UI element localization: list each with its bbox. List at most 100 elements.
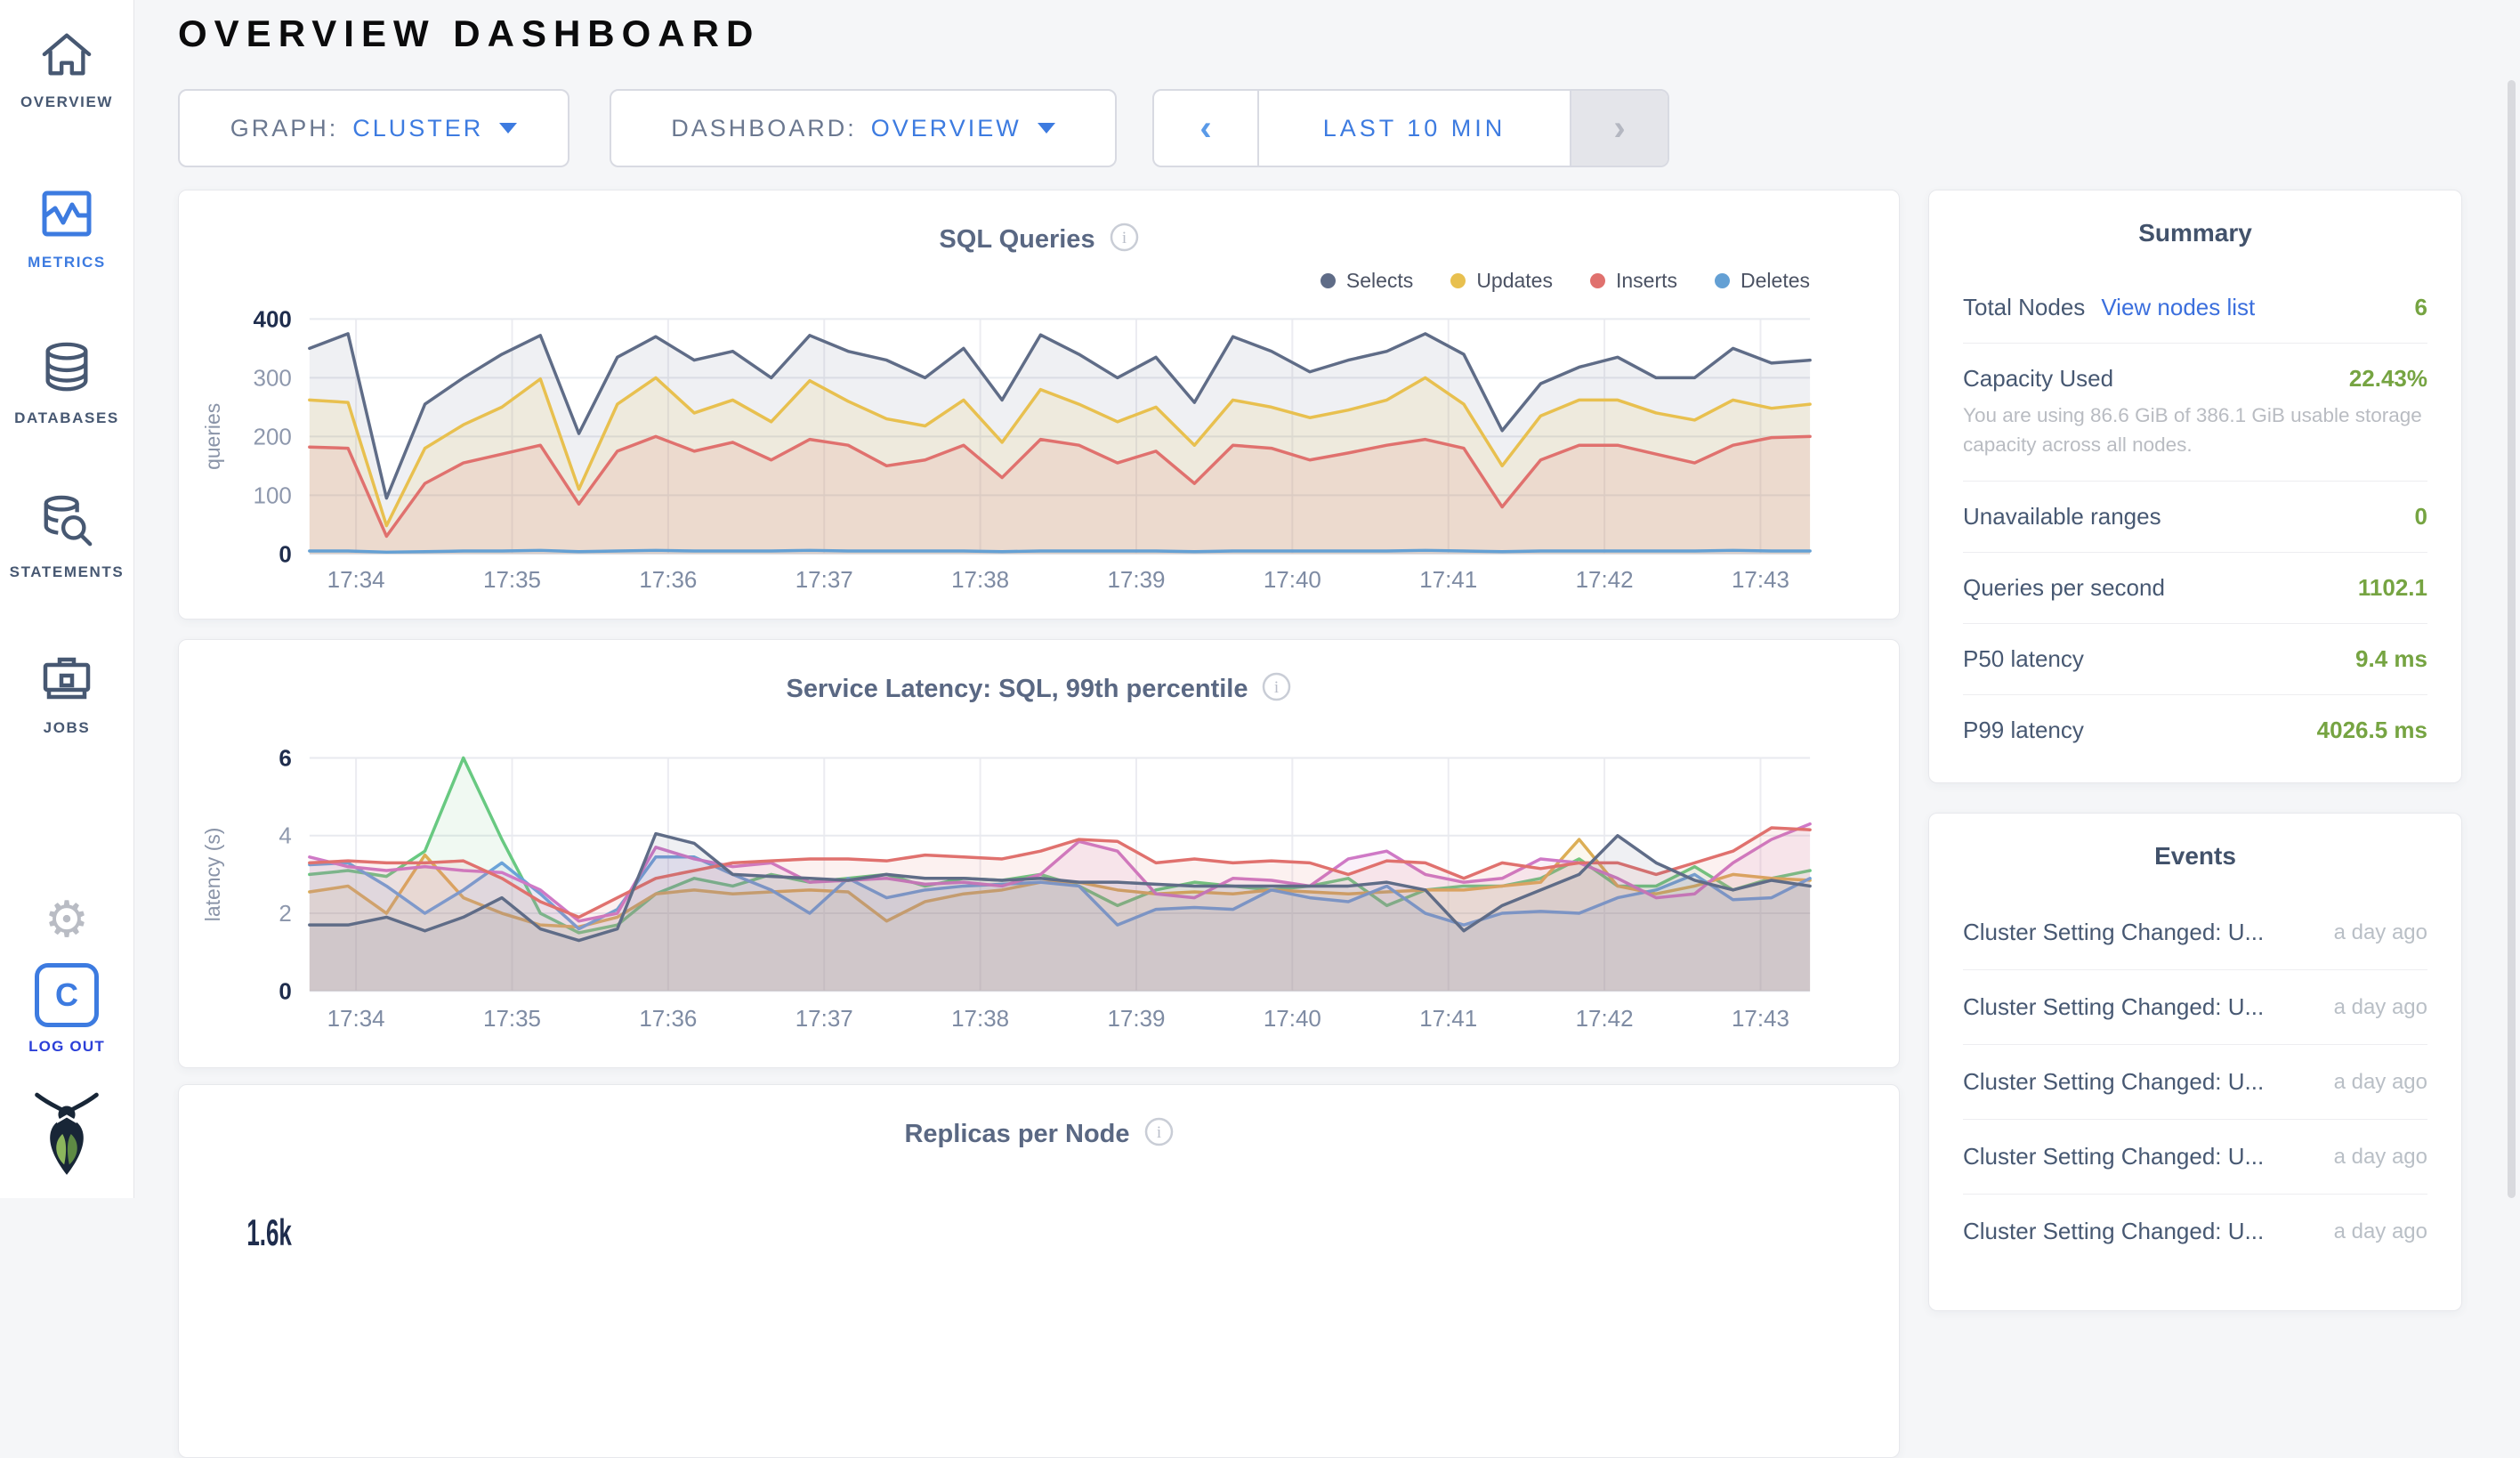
selects-dot-icon [1320,273,1336,288]
event-row: Cluster Setting Changed: U... a day ago [1963,895,2427,970]
svg-text:17:39: 17:39 [1107,1007,1165,1032]
info-icon[interactable]: i [1110,223,1139,256]
summary-title: Summary [2138,219,2252,247]
metrics-icon [38,187,95,245]
database-icon [38,341,95,401]
svg-text:4: 4 [279,824,291,849]
svg-text:0: 0 [279,542,291,567]
sidebar: OVERVIEW METRICS DATABASES [0,0,134,1198]
p99-latency-value: 4026.5 ms [2316,717,2427,744]
graph-dropdown-value: CLUSTER [352,114,484,142]
summary-row-total-nodes: Total Nodes View nodes list 6 [1963,294,2427,320]
svg-text:17:35: 17:35 [483,1007,541,1032]
capacity-used-value: 22.43% [2348,365,2427,392]
svg-text:17:36: 17:36 [639,568,697,593]
logout-button[interactable]: C LOG OUT [0,963,133,1056]
legend-item-updates[interactable]: Updates [1450,269,1553,293]
service-latency-chart: 17:34 17:35 17:36 17:37 17:38 17:39 17:40 17:41… [201,746,1812,1032]
settings-button[interactable]: ⚙ [0,895,133,944]
summary-panel: Summary Total Nodes View nodes list 6 Cap… [1928,190,2462,783]
svg-text:17:40: 17:40 [1264,568,1321,593]
svg-text:17:40: 17:40 [1264,1007,1321,1032]
svg-text:latency (s): latency (s) [201,828,224,922]
legend-item-selects[interactable]: Selects [1320,269,1413,293]
scrollbar[interactable] [2508,80,2516,1198]
legend-item-inserts[interactable]: Inserts [1589,269,1677,293]
sidebar-item-label: DATABASES [14,409,119,426]
svg-text:i: i [1121,229,1126,247]
svg-text:400: 400 [254,307,292,332]
chart-title: SQL Queries [939,224,1095,254]
chart-legend: Selects Updates Inserts Deletes [1320,269,1810,293]
logout-label: LOG OUT [28,1038,105,1055]
svg-text:200: 200 [254,425,292,450]
summary-row-capacity: Capacity Used 22.43% You are using 86.6 … [1963,343,2427,481]
sql-queries-card: SQL Queries i Selects Updates Inserts De… [178,190,1900,620]
p50-latency-value: 9.4 ms [2355,645,2427,673]
svg-text:17:36: 17:36 [639,1007,697,1032]
svg-text:17:43: 17:43 [1732,568,1789,593]
updates-dot-icon [1450,273,1466,288]
svg-text:17:43: 17:43 [1732,1007,1789,1032]
svg-text:17:41: 17:41 [1419,568,1477,593]
event-row: Cluster Setting Changed: U... a day ago [1963,970,2427,1045]
unavailable-ranges-value: 0 [2414,503,2427,531]
svg-text:queries: queries [201,403,224,470]
info-icon[interactable]: i [1262,672,1291,706]
statements-icon [38,495,95,555]
chevron-down-icon [499,123,518,134]
svg-text:17:42: 17:42 [1576,1007,1634,1032]
info-icon[interactable]: i [1144,1117,1174,1151]
legend-item-deletes[interactable]: Deletes [1715,269,1810,293]
event-row: Cluster Setting Changed: U... a day ago [1963,1120,2427,1195]
svg-text:17:35: 17:35 [483,568,541,593]
summary-row-qps: Queries per second 1102.1 [1963,552,2427,623]
svg-text:6: 6 [279,746,291,771]
time-range-label: LAST 10 MIN [1322,114,1506,142]
sidebar-item-databases[interactable]: DATABASES [0,341,133,427]
svg-text:0: 0 [279,979,291,1004]
svg-text:17:37: 17:37 [796,568,853,593]
replicas-per-node-chart: 1.6k [246,1213,292,1254]
events-title: Events [2154,842,2236,870]
replicas-per-node-card: Replicas per Node i 1.6k [178,1084,1900,1458]
svg-text:100: 100 [254,483,292,508]
dashboard-dropdown[interactable]: DASHBOARD: OVERVIEW [610,89,1117,167]
svg-text:17:38: 17:38 [951,568,1009,593]
cockroachdb-logo [0,1088,133,1185]
sidebar-item-label: STATEMENTS [9,563,125,580]
svg-text:2: 2 [279,902,291,927]
svg-text:i: i [1156,1123,1160,1142]
sidebar-item-label: METRICS [28,254,106,271]
gear-icon: ⚙ [44,891,90,947]
summary-row-unavailable-ranges: Unavailable ranges 0 [1963,481,2427,552]
summary-row-p99: P99 latency 4026.5 ms [1963,694,2427,765]
graph-dropdown[interactable]: GRAPH: CLUSTER [178,89,569,167]
home-icon [38,28,95,85]
sidebar-item-metrics[interactable]: METRICS [0,187,133,271]
inserts-dot-icon [1589,273,1605,288]
summary-row-p50: P50 latency 9.4 ms [1963,623,2427,694]
dashboard-dropdown-label: DASHBOARD: [671,114,857,142]
time-range-widget: ‹ LAST 10 MIN › [1152,89,1669,167]
time-range-selector[interactable]: LAST 10 MIN [1259,91,1570,166]
chevron-down-icon [1037,123,1055,134]
sidebar-item-label: OVERVIEW [20,93,114,110]
time-range-next-button[interactable]: › [1570,91,1668,166]
svg-text:1.6k: 1.6k [246,1213,292,1254]
briefcase-icon [38,652,95,710]
svg-text:17:39: 17:39 [1107,568,1165,593]
svg-text:300: 300 [254,366,292,391]
sidebar-item-jobs[interactable]: JOBS [0,652,133,737]
sidebar-item-statements[interactable]: STATEMENTS [0,495,133,581]
chart-title: Replicas per Node [904,1119,1130,1148]
cockroach-c-icon: C [35,963,99,1027]
deletes-dot-icon [1715,273,1731,288]
capacity-caption: You are using 86.6 GiB of 386.1 GiB usab… [1963,404,2422,456]
total-nodes-value: 6 [2414,294,2427,320]
time-range-prev-button[interactable]: ‹ [1154,91,1259,166]
events-panel: Events Cluster Setting Changed: U... a d… [1928,813,2462,1311]
service-latency-card: Service Latency: SQL, 99th percentile i … [178,639,1900,1068]
view-nodes-list-link[interactable]: View nodes list [2101,294,2256,320]
sidebar-item-overview[interactable]: OVERVIEW [0,28,133,111]
